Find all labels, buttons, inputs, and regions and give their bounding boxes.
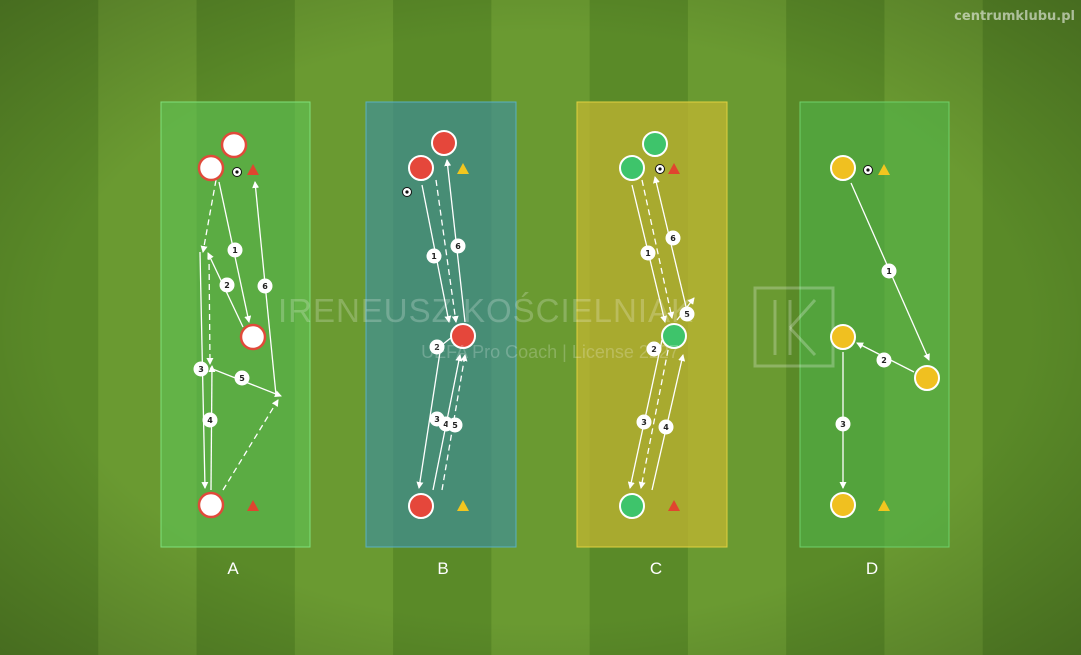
cone-icon xyxy=(457,500,469,511)
svg-text:1: 1 xyxy=(232,246,238,255)
pass-number-badge: 1 xyxy=(227,242,243,258)
cone-icon xyxy=(247,500,259,511)
cone-icon xyxy=(247,164,259,175)
drill-d-players xyxy=(830,155,940,518)
svg-text:6: 6 xyxy=(455,242,461,251)
zone-c xyxy=(576,101,728,548)
player-b-2 xyxy=(408,155,434,181)
player-a-3 xyxy=(239,323,267,351)
cone-icon xyxy=(878,164,890,175)
player-c-3 xyxy=(661,323,687,349)
player-d-1 xyxy=(830,155,856,181)
pass-number-badge: 1 xyxy=(426,248,442,264)
pass-number-badge: 5 xyxy=(234,370,250,386)
svg-text:5: 5 xyxy=(239,374,245,383)
svg-text:4: 4 xyxy=(443,420,449,429)
svg-text:4: 4 xyxy=(207,416,213,425)
player-b-3 xyxy=(450,323,476,349)
pass-number-badge: 3 xyxy=(636,414,652,430)
drill-label-c: C xyxy=(649,559,663,578)
svg-text:5: 5 xyxy=(684,310,690,319)
player-d-4 xyxy=(830,492,856,518)
svg-text:3: 3 xyxy=(840,420,846,429)
cone-icon xyxy=(457,163,469,174)
cones xyxy=(247,163,890,511)
ball-icon xyxy=(402,187,412,197)
drill-a-players xyxy=(197,131,267,519)
svg-text:2: 2 xyxy=(434,343,440,352)
pass-number-badge: 5 xyxy=(447,417,463,433)
drill-label-a: A xyxy=(227,559,239,578)
svg-text:2: 2 xyxy=(651,345,657,354)
svg-text:6: 6 xyxy=(262,282,268,291)
coach-name-watermark: IRENEUSZ KOŚCIELNIAK xyxy=(277,292,695,329)
svg-text:5: 5 xyxy=(452,421,458,430)
pass-number-badge: 5 xyxy=(679,306,695,322)
pass-number-badge: 4 xyxy=(658,419,674,435)
pass-number-badge: 3 xyxy=(193,361,209,377)
zone-b xyxy=(365,101,517,548)
pass-number-badge: 2 xyxy=(429,339,445,355)
svg-text:1: 1 xyxy=(431,252,437,261)
ball-icon xyxy=(863,165,873,175)
cone-icon xyxy=(878,500,890,511)
svg-text:2: 2 xyxy=(224,281,230,290)
player-b-1 xyxy=(431,130,457,156)
svg-text:1: 1 xyxy=(886,267,892,276)
player-d-2 xyxy=(830,324,856,350)
site-watermark: centrumklubu.pl xyxy=(954,9,1075,24)
pass-number-badge: 6 xyxy=(257,278,273,294)
player-c-1 xyxy=(642,131,668,157)
drill-label-d: D xyxy=(865,559,879,578)
coach-license-watermark: UEFA Pro Coach | License 2227 xyxy=(421,342,679,362)
svg-text:1: 1 xyxy=(645,249,651,258)
pass-number-badge: 1 xyxy=(640,245,656,261)
ball-icon xyxy=(655,164,665,174)
cone-icon xyxy=(668,163,680,174)
svg-text:6: 6 xyxy=(670,234,676,243)
pass-number-badge: 6 xyxy=(665,230,681,246)
svg-text:2: 2 xyxy=(881,356,887,365)
drill-label-b: B xyxy=(437,559,449,578)
svg-text:4: 4 xyxy=(663,423,669,432)
player-d-3 xyxy=(914,365,940,391)
pass-number-badge: 2 xyxy=(876,352,892,368)
ball-icon xyxy=(232,167,242,177)
player-a-1 xyxy=(220,131,248,159)
zone-d xyxy=(799,101,950,548)
pass-number-badge: 1 xyxy=(881,263,897,279)
cone-icon xyxy=(668,500,680,511)
ik-logo xyxy=(753,286,835,368)
player-c-2 xyxy=(619,155,645,181)
pass-number-badge: 2 xyxy=(646,341,662,357)
pass-number-badge: 4 xyxy=(202,412,218,428)
drill-c-players xyxy=(619,131,687,519)
svg-text:3: 3 xyxy=(434,415,440,424)
svg-text:3: 3 xyxy=(641,418,647,427)
player-b-4 xyxy=(408,493,434,519)
pass-number-badge: 3 xyxy=(835,416,851,432)
player-a-2 xyxy=(197,154,225,182)
drill-b-players xyxy=(408,130,476,519)
player-c-4 xyxy=(619,493,645,519)
balls xyxy=(232,164,873,197)
pass-numbers: 1 2 3 4 5 6 1 2 3 4 5 6 1 2 3 4 5 6 1 2 … xyxy=(193,230,897,435)
pass-number-badge: 6 xyxy=(450,238,466,254)
pass-number-badge: 2 xyxy=(219,277,235,293)
svg-text:3: 3 xyxy=(198,365,204,374)
player-a-4 xyxy=(197,491,225,519)
